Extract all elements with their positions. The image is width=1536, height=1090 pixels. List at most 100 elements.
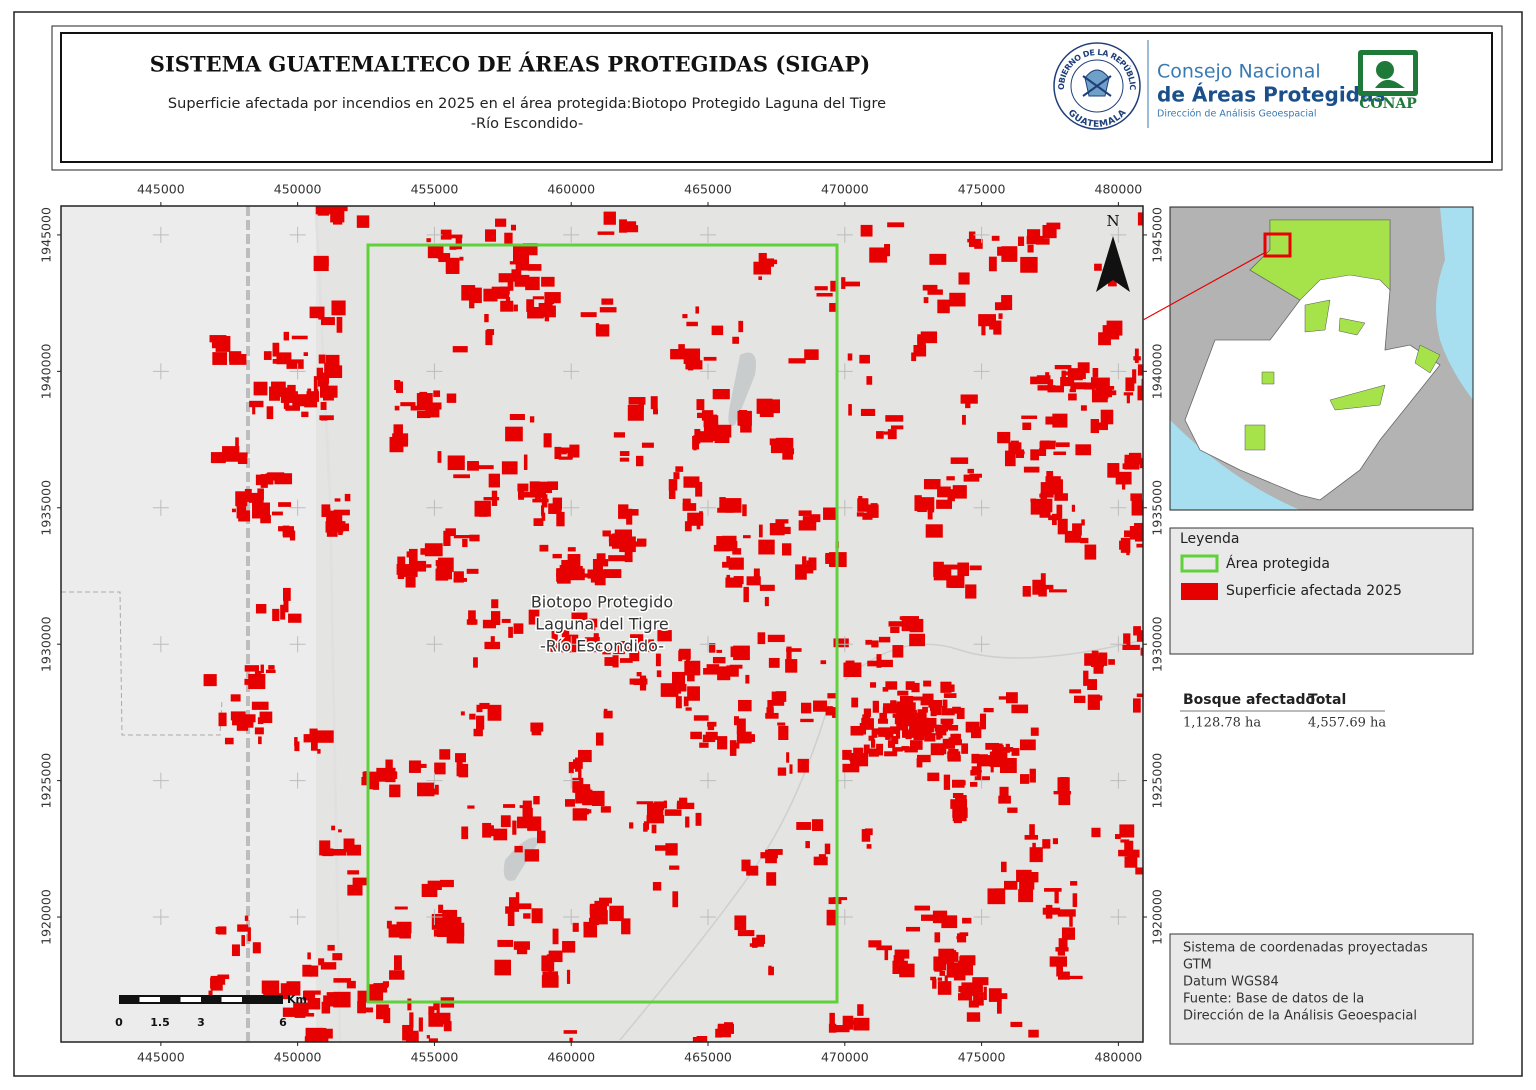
burned-patch [306,391,320,402]
burned-patch [253,498,264,503]
burned-patch [515,892,520,904]
burned-patch [736,718,746,734]
burned-patch [687,671,695,682]
burned-patch [941,915,958,929]
burned-patch [813,700,828,712]
burned-patch [917,754,931,763]
burned-patch [905,715,912,725]
burned-patch [695,306,700,314]
burned-patch [897,690,909,696]
burned-patch [696,520,701,530]
burned-patch [1035,1043,1045,1057]
burned-patch [1000,861,1007,873]
burned-patch [613,640,625,655]
grid-cross [563,909,580,926]
burned-areas [203,206,1159,1057]
burned-patch [312,1033,329,1042]
burned-patch [809,514,821,523]
x-tick-label: 475000 [958,1050,1006,1065]
burned-patch [331,825,336,831]
burned-patch [331,206,347,209]
burned-patch [357,1001,366,1014]
burned-patch [523,454,528,470]
burned-patch [882,707,887,718]
burned-patch [1045,416,1054,425]
burned-patch [307,388,312,398]
burned-patch [309,728,318,736]
burned-patch [294,737,298,747]
burned-patch [1100,384,1109,399]
burned-patch [527,816,542,831]
burned-patch [797,758,809,773]
x-tick-label: 460000 [547,1050,595,1065]
grid-cross [152,226,169,243]
burned-patch [258,736,262,745]
burned-patch [814,286,828,291]
burned-patch [320,317,335,326]
grid-cross [289,226,306,243]
legend-items: Área protegida Superficie afectada 2025 [1180,554,1402,600]
burned-patch [765,712,779,719]
burned-patch [745,674,750,684]
burned-patch [408,760,421,773]
title: SISTEMA GUATEMALTECO DE ÁREAS PROTEGIDAS… [150,52,870,77]
burned-patch [490,611,501,625]
burned-patch [603,710,613,719]
burned-patch [933,568,952,581]
burned-patch [870,682,877,688]
burned-patch [358,1007,374,1013]
burned-patch [1118,849,1136,857]
burned-patch [438,904,444,914]
burned-patch [765,849,777,864]
burned-patch [969,565,982,571]
burned-patch [272,342,280,357]
burned-patch [709,643,716,653]
burned-patch [1071,504,1076,512]
burned-patch [663,800,668,809]
burned-patch [722,561,732,568]
burned-patch [941,708,955,716]
burned-patch [439,568,453,580]
burned-patch [1007,807,1018,813]
burned-patch [542,305,549,314]
burned-patch [890,626,900,633]
burned-patch [859,354,870,364]
burned-patch [280,391,298,403]
grid-cross [152,363,169,380]
burned-patch [544,292,561,304]
info-line: Sistema de coordenadas proyectadas [1183,941,1428,956]
burned-patch [1005,692,1018,704]
burned-patch [636,538,647,547]
map-frame [60,205,1144,1043]
burned-patch [639,675,647,691]
burned-patch [393,424,403,436]
burned-patch [304,1036,315,1042]
burned-patch [604,657,618,666]
burned-patch [679,797,688,806]
x-tick-label: 465000 [684,1050,732,1065]
burned-patch [725,498,742,513]
burned-patch [1056,504,1063,519]
x-tick-label: 455000 [411,1050,459,1065]
burned-patch [766,872,777,886]
burned-patch [796,822,811,830]
burned-patch [669,865,680,870]
burned-patch [269,386,280,401]
burned-patch [1148,703,1159,710]
burned-patch [999,758,1017,774]
burned-patch [788,358,806,364]
burned-patch [706,664,720,672]
burned-patch [305,1027,323,1037]
burned-patch [842,749,852,760]
burned-patch [304,401,318,408]
burned-patch [868,735,875,741]
burned-patch [1124,530,1131,538]
burned-patch [567,547,576,552]
burned-patch [928,699,943,708]
burned-patch [544,315,550,322]
burned-patch [473,657,478,668]
burned-patch [651,824,657,834]
burned-patch [978,756,993,767]
burned-patch [743,535,751,539]
burned-patch [1023,466,1040,473]
